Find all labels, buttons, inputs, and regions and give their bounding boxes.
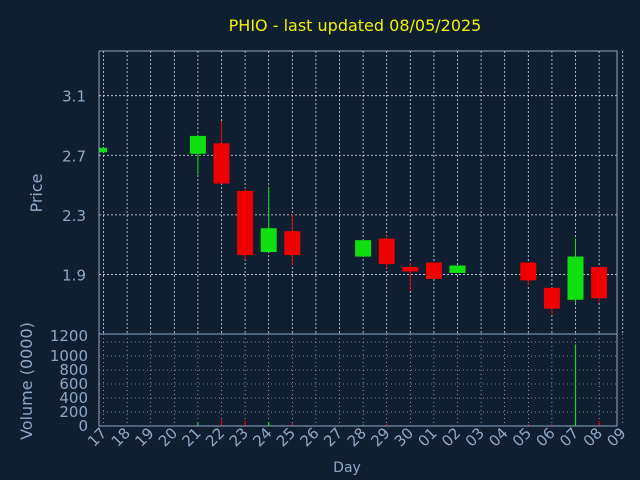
chart-title: PHIO - last updated 08/05/2025 [229, 16, 482, 35]
volume-tick-label: 400 [59, 389, 88, 407]
volume-tick-label: 800 [59, 361, 88, 379]
day-tick-labels: 1718192021222324252627282930010203040506… [84, 424, 629, 450]
candle-body [591, 266, 608, 299]
axes [98, 50, 618, 427]
volume-tick-label: 1200 [50, 327, 88, 345]
candle-body [402, 266, 419, 272]
price-candles [99, 121, 608, 315]
candle-body [260, 228, 277, 253]
candle-body [520, 262, 537, 281]
candle-body [99, 147, 107, 153]
candle-body [449, 265, 466, 273]
volume-tick-label: 200 [59, 403, 88, 421]
x-axis-label: Day [333, 460, 361, 476]
volume-tick-label: 1000 [50, 347, 88, 365]
candle-body [213, 143, 230, 184]
volume-axis-label: Volume (0000) [17, 322, 36, 440]
price-tick-label: 1.9 [62, 266, 86, 284]
volume-panel-border [98, 333, 618, 427]
price-tick-label: 2.7 [62, 147, 86, 165]
price-axis-label: Price [27, 173, 46, 212]
candle-body [378, 238, 395, 264]
price-tick-labels: 1.9 2.3 2.7 3.1 [62, 88, 86, 285]
candle-body [284, 231, 301, 256]
candle-body [189, 135, 206, 154]
candle-body [237, 191, 254, 256]
volume-tick-label: 600 [59, 375, 88, 393]
price-tick-label: 3.1 [62, 88, 86, 106]
candle-body [425, 262, 442, 279]
candle-body [355, 240, 372, 257]
price-tick-label: 2.3 [62, 207, 86, 225]
volume-grid [99, 334, 624, 427]
candle-body [567, 256, 584, 300]
volume-tick-label: 0 [78, 417, 88, 435]
candle-body [543, 287, 560, 309]
